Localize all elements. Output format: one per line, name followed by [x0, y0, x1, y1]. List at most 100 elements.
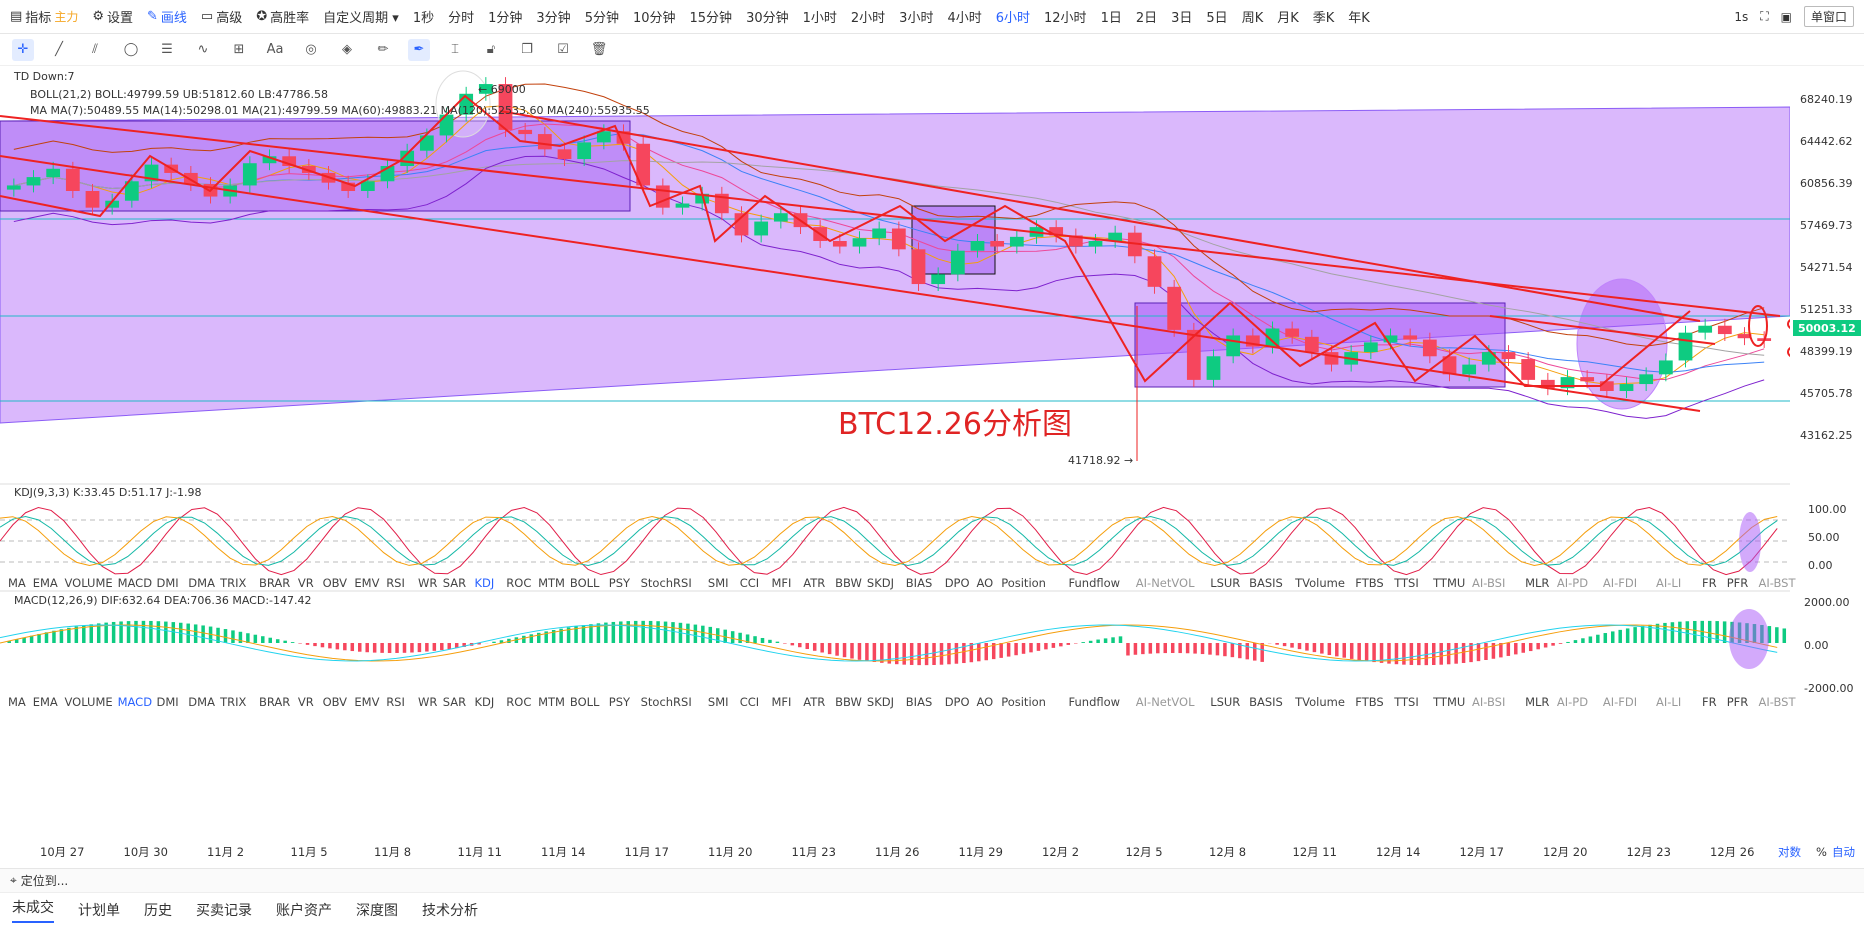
- indicator-tab[interactable]: AI-LI: [1656, 576, 1681, 590]
- period-13[interactable]: 6小时: [995, 11, 1031, 26]
- bottom-tab-0[interactable]: 未成交: [12, 897, 54, 923]
- indicator-tab[interactable]: MACD: [118, 695, 153, 709]
- period-0[interactable]: 自定义周期 ▾: [323, 11, 399, 26]
- indicator-tab[interactable]: PSY: [609, 576, 631, 590]
- indicator-tab[interactable]: Fundflow: [1069, 576, 1121, 590]
- indicator-tab[interactable]: MLR: [1525, 695, 1549, 709]
- topbar-item-0[interactable]: ▤ 指标 主力: [10, 7, 78, 26]
- indicator-tab[interactable]: AI-PD: [1557, 695, 1588, 709]
- indicator-tab[interactable]: CCI: [740, 695, 759, 709]
- auto-scale-toggle[interactable]: 自动: [1832, 845, 1855, 859]
- period-14[interactable]: 12小时: [1044, 11, 1087, 26]
- indicator-tab[interactable]: DMI: [157, 576, 179, 590]
- indicator-tab[interactable]: BBW: [835, 576, 862, 590]
- indicator-tab[interactable]: TTSI: [1393, 695, 1419, 709]
- indicator-tab[interactable]: VR: [298, 695, 314, 709]
- topbar-item-3[interactable]: ▭ 高级: [201, 7, 242, 26]
- indicator-tab[interactable]: TTSI: [1393, 576, 1419, 590]
- indicator-tab[interactable]: DMA: [188, 576, 215, 590]
- crosshair-icon[interactable]: ✛: [12, 38, 34, 61]
- indicator-tab[interactable]: Fundflow: [1069, 695, 1121, 709]
- indicator-tab[interactable]: AI-PD: [1557, 576, 1588, 590]
- indicator-tab[interactable]: VOLUME: [65, 695, 113, 709]
- indicator-tab[interactable]: SMI: [708, 695, 729, 709]
- period-19[interactable]: 周K: [1241, 11, 1264, 26]
- period-21[interactable]: 季K: [1312, 11, 1335, 26]
- indicator-tab[interactable]: AI-BSI: [1472, 695, 1505, 709]
- indicator-tab[interactable]: AO: [977, 695, 994, 709]
- period-20[interactable]: 月K: [1277, 11, 1299, 26]
- screenshot-icon[interactable]: ▣: [1780, 9, 1792, 24]
- indicator-tab[interactable]: StochRSI: [641, 695, 692, 709]
- indicator-tab[interactable]: ROC: [506, 695, 531, 709]
- period-12[interactable]: 4小时: [947, 11, 982, 26]
- indicator-tab[interactable]: OBV: [323, 576, 348, 590]
- template-icon[interactable]: ☑: [557, 42, 569, 57]
- indicator-tab[interactable]: RSI: [386, 695, 405, 709]
- indicator-tab[interactable]: FR: [1702, 695, 1717, 709]
- period-7[interactable]: 15分钟: [689, 11, 733, 26]
- indicator-tab[interactable]: EMA: [33, 695, 58, 709]
- period-3[interactable]: 1分钟: [488, 11, 523, 26]
- chart-area[interactable]: BTC12.26分析图 ← 69000 41718.92 → 68240.19 6444…: [0, 52, 1864, 862]
- indicator-tab[interactable]: MA: [8, 695, 26, 709]
- parallel-icon[interactable]: ⫽: [92, 42, 98, 57]
- indicator-tab[interactable]: DMA: [188, 695, 215, 709]
- percent-toggle[interactable]: %: [1816, 845, 1827, 859]
- trash-icon[interactable]: 🗑︎: [590, 42, 608, 57]
- indicator-tab[interactable]: Position: [1001, 576, 1046, 590]
- indicator-tab[interactable]: SAR: [443, 695, 466, 709]
- lock-icon[interactable]: 🔓︎: [486, 42, 496, 57]
- indicator-tab[interactable]: VR: [298, 576, 314, 590]
- indicator-tab[interactable]: AI-NetVOL: [1136, 576, 1195, 590]
- indicator-tab[interactable]: MACD: [118, 576, 153, 590]
- indicator-tab[interactable]: DPO: [945, 576, 970, 590]
- indicator-tabs-row1[interactable]: MA EMA VOLUME MACD DMI DMA TRIX BRAR VR OBV EMV RSI…: [8, 576, 1796, 590]
- hline-icon[interactable]: ☰: [161, 42, 173, 57]
- indicator-tab[interactable]: WR: [418, 695, 437, 709]
- indicator-tab[interactable]: AI-NetVOL: [1136, 695, 1195, 709]
- period-2[interactable]: 分时: [448, 11, 475, 26]
- period-11[interactable]: 3小时: [899, 11, 934, 26]
- indicator-tab[interactable]: BRAR: [259, 695, 290, 709]
- indicator-tab[interactable]: PFR: [1727, 576, 1749, 590]
- indicator-tab[interactable]: VOLUME: [65, 576, 113, 590]
- indicator-tab[interactable]: BASIS: [1249, 576, 1283, 590]
- indicator-tab[interactable]: MA: [8, 576, 26, 590]
- period-17[interactable]: 3日: [1171, 11, 1193, 26]
- indicator-tab[interactable]: OBV: [323, 695, 348, 709]
- indicator-tab[interactable]: BIAS: [906, 695, 932, 709]
- bottom-tab-5[interactable]: 深度图: [356, 902, 398, 919]
- indicator-tab[interactable]: SMI: [708, 576, 729, 590]
- indicator-tab[interactable]: SAR: [443, 576, 466, 590]
- indicator-tab[interactable]: AI-FDI: [1603, 576, 1637, 590]
- period-10[interactable]: 2小时: [850, 11, 886, 26]
- copy-icon[interactable]: ❐: [521, 42, 533, 57]
- period-9[interactable]: 1小时: [802, 11, 837, 26]
- indicator-tab[interactable]: BASIS: [1249, 695, 1283, 709]
- indicator-tab[interactable]: EMA: [33, 576, 58, 590]
- indicator-tab[interactable]: BOLL: [570, 695, 600, 709]
- indicator-tab[interactable]: MLR: [1525, 576, 1549, 590]
- indicator-tab[interactable]: AI-FDI: [1603, 695, 1637, 709]
- indicator-tab[interactable]: BRAR: [259, 576, 290, 590]
- indicator-tabs-row2[interactable]: MA EMA VOLUME MACD DMI DMA TRIX BRAR VR OBV EMV RSI…: [8, 695, 1796, 709]
- indicator-tab[interactable]: AI-BST: [1759, 576, 1797, 590]
- window-select[interactable]: 单窗口: [1803, 6, 1854, 27]
- indicator-tab[interactable]: AI-BST: [1759, 695, 1797, 709]
- period-4[interactable]: 3分钟: [536, 11, 571, 26]
- indicator-tab[interactable]: SKDJ: [867, 576, 894, 590]
- indicator-tab[interactable]: PSY: [609, 695, 631, 709]
- line-icon[interactable]: ╱: [55, 42, 63, 57]
- bottom-tab-1[interactable]: 计划单: [78, 902, 120, 919]
- indicator-tab[interactable]: BBW: [835, 695, 862, 709]
- text-icon[interactable]: Aa: [266, 42, 284, 57]
- indicator-tab[interactable]: TRIX: [219, 695, 246, 709]
- bottom-tab-4[interactable]: 账户资产: [276, 902, 332, 919]
- indicator-tab[interactable]: FTBS: [1355, 695, 1383, 709]
- indicator-tab[interactable]: TRIX: [219, 576, 246, 590]
- indicator-tab[interactable]: MTM: [538, 695, 565, 709]
- wave-icon[interactable]: ∿: [197, 42, 209, 57]
- period-8[interactable]: 30分钟: [746, 11, 789, 26]
- indicator-tab[interactable]: ATR: [803, 695, 825, 709]
